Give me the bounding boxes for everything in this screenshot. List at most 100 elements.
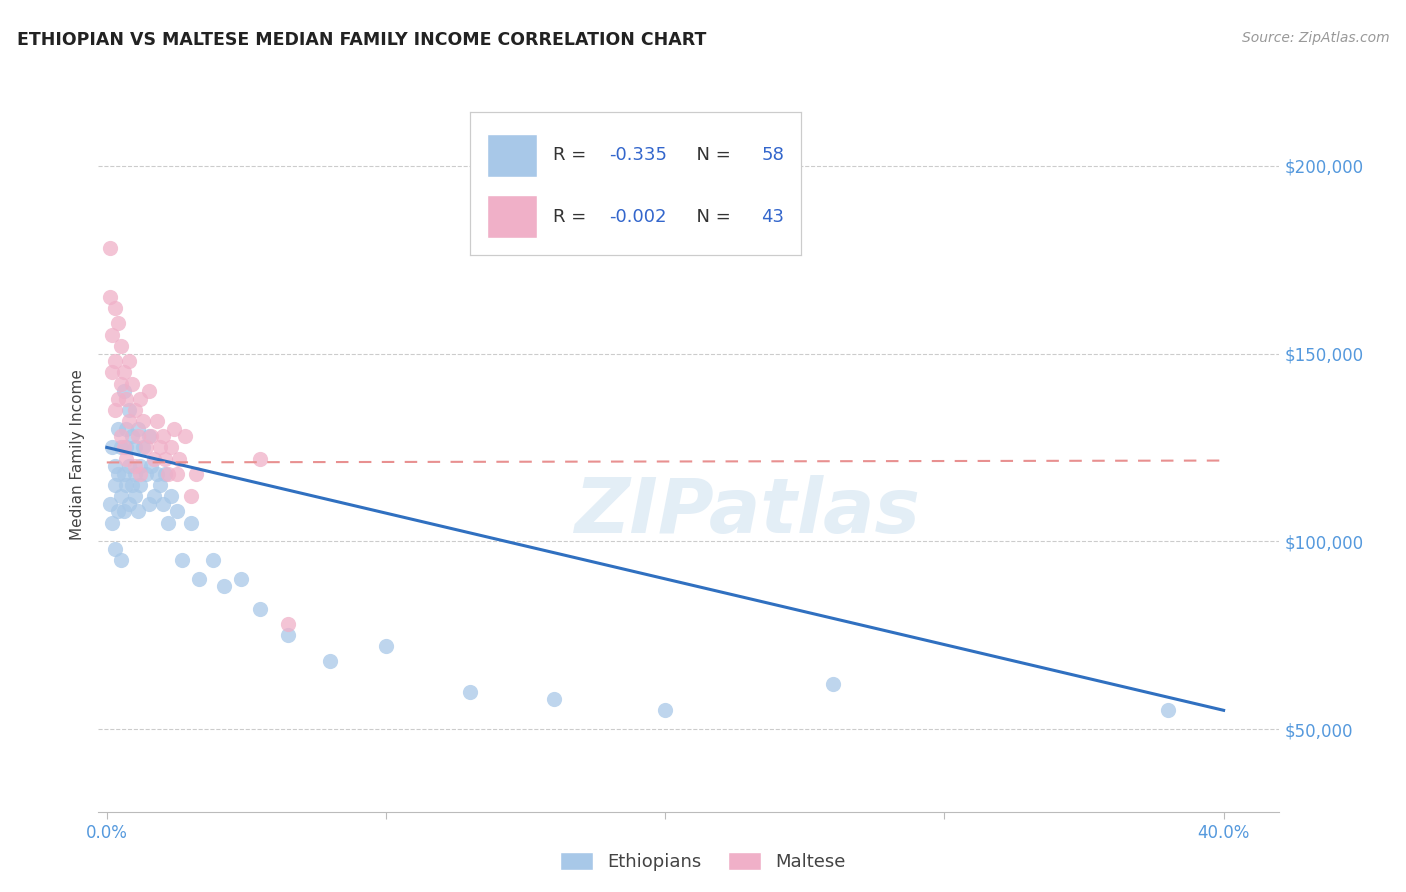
Point — [124, 402, 146, 417]
Point — [543, 692, 565, 706]
Point — [149, 441, 172, 455]
Point — [129, 392, 152, 406]
Point — [180, 516, 202, 530]
Text: ZIPatlas: ZIPatlas — [575, 475, 921, 549]
Point — [118, 459, 141, 474]
Point — [104, 402, 127, 417]
Point — [187, 572, 209, 586]
Point — [121, 478, 143, 492]
Point — [121, 429, 143, 443]
Point — [104, 354, 127, 368]
Point — [115, 441, 138, 455]
Text: Source: ZipAtlas.com: Source: ZipAtlas.com — [1241, 31, 1389, 45]
Point — [166, 467, 188, 481]
Point — [101, 327, 124, 342]
Point — [160, 441, 183, 455]
Point — [129, 478, 152, 492]
Point — [118, 414, 141, 428]
Point — [155, 451, 177, 466]
Point — [107, 467, 129, 481]
Point — [107, 392, 129, 406]
Point — [229, 572, 252, 586]
Point — [138, 429, 160, 443]
Point — [112, 467, 135, 481]
Point — [1157, 703, 1180, 717]
Point — [110, 376, 132, 391]
Point — [110, 339, 132, 353]
Point — [112, 365, 135, 379]
Y-axis label: Median Family Income: Median Family Income — [70, 369, 86, 541]
Point — [155, 467, 177, 481]
Point — [277, 616, 299, 631]
Point — [157, 516, 180, 530]
Point — [110, 553, 132, 567]
Point — [112, 384, 135, 398]
Point — [98, 290, 121, 304]
Point — [107, 504, 129, 518]
Point — [118, 402, 141, 417]
Point — [124, 489, 146, 503]
Point — [129, 467, 152, 481]
Point — [180, 489, 202, 503]
Point — [169, 451, 191, 466]
Point — [124, 441, 146, 455]
Point — [101, 516, 124, 530]
Point — [129, 459, 152, 474]
Point — [124, 467, 146, 481]
Point — [319, 655, 342, 669]
Point — [98, 241, 121, 255]
Point — [174, 429, 197, 443]
Point — [146, 414, 169, 428]
Point — [110, 441, 132, 455]
Point — [163, 422, 186, 436]
Point — [157, 467, 180, 481]
Point — [172, 553, 194, 567]
Point — [121, 376, 143, 391]
Point — [143, 451, 166, 466]
Point — [149, 478, 172, 492]
Point — [135, 467, 157, 481]
Point — [821, 677, 844, 691]
Point — [201, 553, 224, 567]
Point — [112, 441, 135, 455]
Point — [458, 684, 481, 698]
Point — [160, 489, 183, 503]
Point — [138, 497, 160, 511]
Point — [98, 497, 121, 511]
Point — [107, 317, 129, 331]
Point — [127, 504, 149, 518]
Point — [132, 414, 155, 428]
Point — [152, 429, 174, 443]
Point — [107, 422, 129, 436]
Point — [124, 459, 146, 474]
Point — [135, 441, 157, 455]
Point — [249, 602, 271, 616]
Point — [110, 429, 132, 443]
Point — [104, 541, 127, 556]
Point — [115, 392, 138, 406]
Point — [118, 354, 141, 368]
Point — [277, 628, 299, 642]
Point — [141, 429, 163, 443]
Point — [141, 459, 163, 474]
Point — [112, 504, 135, 518]
Point — [115, 422, 138, 436]
Point — [104, 478, 127, 492]
Point — [152, 497, 174, 511]
Point — [104, 301, 127, 316]
Point — [118, 497, 141, 511]
Point — [249, 451, 271, 466]
Point — [212, 579, 235, 593]
Point — [138, 384, 160, 398]
Point — [110, 489, 132, 503]
Point — [115, 478, 138, 492]
Point — [127, 429, 149, 443]
Point — [143, 489, 166, 503]
Point — [101, 441, 124, 455]
Text: ETHIOPIAN VS MALTESE MEDIAN FAMILY INCOME CORRELATION CHART: ETHIOPIAN VS MALTESE MEDIAN FAMILY INCOM… — [17, 31, 706, 49]
Point — [186, 467, 208, 481]
Legend: Ethiopians, Maltese: Ethiopians, Maltese — [553, 845, 853, 879]
Point — [146, 467, 169, 481]
Point — [127, 422, 149, 436]
Point — [101, 365, 124, 379]
